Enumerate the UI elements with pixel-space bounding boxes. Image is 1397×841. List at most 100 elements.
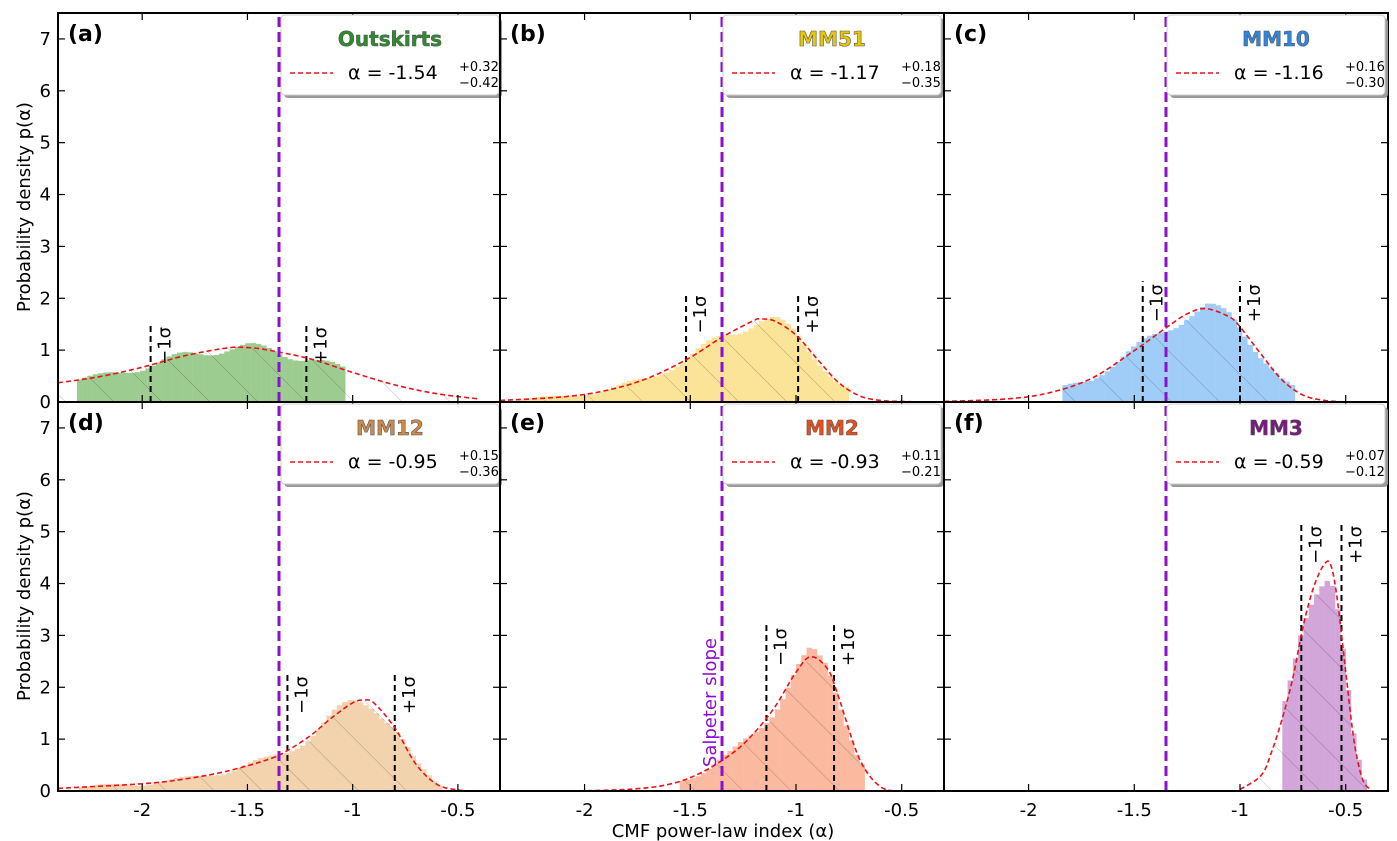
panel-c: −1σ +1σ (c) MM10 α = -1.16 +0.16−0.30 — [943, 12, 1389, 403]
y-tick-label: 5 — [40, 133, 51, 154]
minus-sigma-label: −1σ — [770, 628, 791, 666]
y-tick-label: 0 — [40, 392, 51, 413]
plus-sigma-label: +1σ — [310, 327, 331, 365]
x-tick-label: -2 — [576, 800, 594, 821]
y-tick-label: 2 — [40, 677, 51, 698]
plot-area: −1σ +1σ — [58, 402, 479, 791]
plus-sigma-label: +1σ — [838, 628, 859, 666]
hatched-area — [500, 319, 923, 402]
hatched-area — [58, 347, 479, 402]
salpeter-label: Salpeter slope — [700, 638, 721, 767]
panel-letter: (c) — [954, 22, 987, 47]
x-tick-label: -1 — [787, 800, 805, 821]
y-tick-label: 0 — [40, 781, 51, 802]
legend-fit-label: α = -0.95 — [348, 451, 438, 473]
y-tick-label: 5 — [40, 522, 51, 543]
legend-err-plus: +0.32 — [459, 60, 499, 75]
legend-err-plus: +0.18 — [901, 60, 941, 75]
legend-title: MM51 — [798, 27, 866, 51]
y-tick-label: 7 — [40, 418, 51, 439]
panel-letter: (f) — [954, 411, 984, 436]
legend-box — [1166, 403, 1386, 485]
y-tick-label: 3 — [40, 625, 51, 646]
hatched-area — [944, 308, 1346, 402]
legend-err-minus: −0.42 — [459, 76, 499, 91]
x-tick-label: -1 — [1231, 800, 1249, 821]
legend-err-minus: −0.12 — [1345, 465, 1385, 480]
y-tick-label: 1 — [40, 340, 51, 361]
minus-sigma-label: −1σ — [1147, 284, 1168, 322]
legend-title: MM12 — [356, 416, 424, 440]
x-tick-label: -1 — [344, 800, 362, 821]
legend-fit-label: α = -1.17 — [790, 62, 880, 84]
minus-sigma-label: −1σ — [1305, 526, 1326, 564]
hatched-area — [58, 700, 479, 791]
panel-f: −1σ +1σ -2 -1.5 -1 -0.5 (f) MM3 α = -0.59 +0.07−0… — [943, 401, 1389, 821]
panel-letter: (b) — [510, 22, 546, 47]
x-tick-label: -1.5 — [673, 800, 708, 821]
plot-area: −1σ +1σ — [58, 13, 480, 402]
legend-box — [1166, 14, 1386, 96]
legend-title: MM3 — [1249, 416, 1303, 440]
x-tick-label: -2 — [133, 800, 151, 821]
panel-e: −1σ +1σ Salpeter slope -2 -1.5 -1 -0.5 (e) MM2 α … — [499, 401, 945, 821]
x-tick-label: -0.5 — [1328, 800, 1363, 821]
panel-letter: (e) — [510, 411, 545, 436]
legend-err-plus: +0.11 — [901, 449, 941, 464]
hatched-area — [563, 656, 902, 791]
plus-sigma-label: +1σ — [802, 296, 823, 334]
y-tick-label: 1 — [40, 729, 51, 750]
panel-b: −1σ +1σ (b) MM51 α = -1.17 +0.18−0.35 — [499, 12, 945, 403]
legend-err-minus: −0.36 — [459, 465, 499, 480]
legend-err-minus: −0.35 — [901, 76, 941, 91]
legend-title: MM10 — [1242, 27, 1310, 51]
legend-err-plus: +0.15 — [459, 449, 499, 464]
legend-err-plus: +0.07 — [1345, 449, 1385, 464]
y-tick-label: 4 — [40, 574, 51, 595]
legend-err-plus: +0.16 — [1345, 60, 1385, 75]
x-tick-label: -1.5 — [230, 800, 265, 821]
plus-sigma-label: +1σ — [399, 676, 420, 714]
panel-frame — [943, 401, 1389, 792]
x-tick-label: -0.5 — [440, 800, 475, 821]
legend-err-minus: −0.30 — [1345, 76, 1385, 91]
legend-fit-label: α = -0.59 — [1234, 451, 1324, 473]
fit-curve — [58, 699, 479, 791]
legend-fit-label: α = -1.16 — [1234, 62, 1324, 84]
y-tick-label: 6 — [40, 470, 51, 491]
panel-a: −1σ +1σ 0 1 2 3 4 5 6 7 (a) Outskirts α = -1.54 +0.32… — [40, 12, 502, 413]
x-tick-label: -0.5 — [884, 800, 919, 821]
minus-sigma-label: −1σ — [690, 296, 711, 334]
y-tick-label: 7 — [40, 29, 51, 50]
y-tick-label: 3 — [40, 236, 51, 257]
legend-fit-label: α = -0.93 — [790, 451, 880, 473]
minus-sigma-label: −1σ — [155, 327, 176, 365]
fit-curve — [58, 346, 480, 400]
fit-curve — [944, 307, 1346, 402]
x-tick-label: -1.5 — [1117, 800, 1152, 821]
legend-title: MM2 — [805, 416, 859, 440]
y-tick-label: 4 — [40, 185, 51, 206]
legend-err-minus: −0.21 — [901, 465, 941, 480]
y-tick-label: 2 — [40, 288, 51, 309]
plus-sigma-label: +1σ — [1244, 284, 1265, 322]
y-axis-label-top: Probability density p(α) — [14, 102, 35, 312]
minus-sigma-label: −1σ — [291, 676, 312, 714]
legend-fit-label: α = -1.54 — [348, 62, 438, 84]
x-tick-label: -2 — [1020, 800, 1038, 821]
legend-box — [722, 14, 942, 96]
plus-sigma-label: +1σ — [1345, 526, 1366, 564]
panel-letter: (d) — [68, 411, 104, 436]
x-axis-label: CMF power-law index (α) — [612, 821, 835, 841]
legend-title: Outskirts — [338, 27, 442, 51]
fit-curve — [500, 317, 923, 402]
plot-area: −1σ +1σ Salpeter slope — [563, 402, 902, 791]
y-tick-label: 6 — [40, 81, 51, 102]
hatched-area — [1240, 563, 1372, 791]
panel-letter: (a) — [68, 22, 103, 47]
fit-curve — [1239, 560, 1372, 791]
panel-d: −1σ +1σ -2 -1.5 -1 -0.5 0 1 2 3 4 5 6 7 (d) MM12 α = -0.… — [40, 401, 502, 821]
y-axis-label-bottom: Probability density p(α) — [14, 491, 35, 701]
legend-box — [722, 403, 942, 485]
